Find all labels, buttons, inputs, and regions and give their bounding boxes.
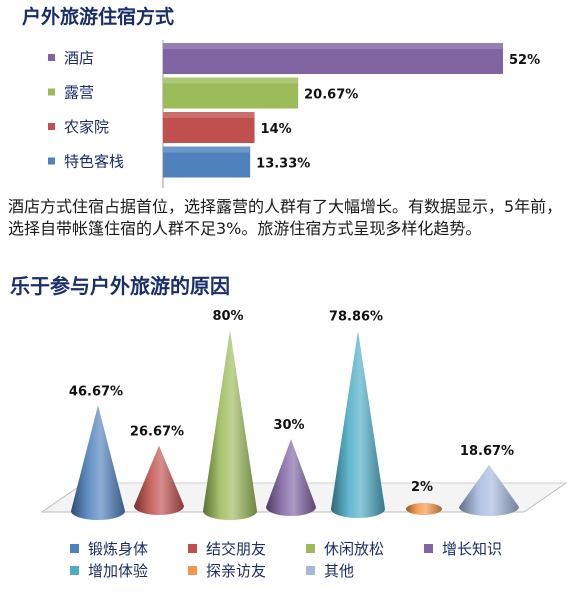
legend-label: 增加体验 (88, 562, 149, 580)
cone (331, 330, 385, 518)
cone (71, 405, 125, 520)
chart2-title: 乐于参与户外旅游的原因 (10, 274, 230, 298)
legend-swatch (306, 544, 315, 553)
legend-label: 结交朋友 (206, 540, 267, 558)
legend-marker (48, 157, 55, 165)
data-label: 46.67% (69, 384, 123, 399)
cone (134, 445, 184, 515)
data-label: 30% (273, 418, 304, 433)
legend-label: 其他 (324, 562, 355, 580)
legend-label: 增长知识 (442, 540, 503, 558)
category-label: 农家院 (64, 118, 109, 136)
bar-highlight (163, 112, 255, 118)
bar-highlight (163, 43, 503, 49)
legend-label: 休闲放松 (324, 540, 385, 558)
data-label: 78.86% (329, 310, 383, 325)
legend-item: 休闲放松 (306, 538, 424, 560)
legend-swatch (188, 544, 197, 553)
legend-item: 探亲访友 (188, 560, 306, 582)
bar-highlight (163, 77, 299, 84)
legend-swatch (424, 544, 433, 553)
legend-item: 锻炼身体 (70, 538, 188, 560)
cone (266, 439, 316, 516)
legend-swatch (70, 544, 79, 553)
cone (459, 464, 519, 516)
description-text: 酒店方式住宿占据首位，选择露营的人群有了大幅增长。有数据显示，5年前，选择自带帐… (8, 197, 563, 238)
legend-label: 探亲访友 (206, 562, 267, 580)
legend-item: 增加体验 (70, 560, 188, 582)
chart1-title: 户外旅游住宿方式 (22, 6, 175, 28)
category-label: 露营 (64, 84, 94, 102)
reasons-chart: 46.67% 26.67% 80% 30% 78.86% 2% 18.67% (40, 309, 568, 520)
legend-item: 增长知识 (424, 538, 542, 560)
data-label: 26.67% (130, 425, 184, 440)
legend-swatch (306, 566, 315, 575)
legend-item: 其他 (306, 560, 424, 582)
legend-swatch (188, 566, 197, 575)
bar-highlight (163, 146, 251, 153)
data-label: 18.67% (460, 444, 514, 459)
legend-marker (48, 88, 55, 96)
legend-marker (48, 123, 55, 130)
data-label: 14% (261, 122, 292, 137)
legend-item: 结交朋友 (188, 538, 306, 560)
legend-swatch (70, 566, 79, 575)
cone (406, 503, 442, 515)
accommodation-chart: 酒店 52% 露营 20.67% 农家院 14% 特色客栈 13.33% (48, 40, 540, 188)
data-label: 80% (212, 309, 243, 324)
legend-label: 锻炼身体 (88, 540, 149, 558)
legend-marker (48, 54, 55, 61)
category-label: 特色客栈 (64, 153, 124, 171)
data-label: 52% (509, 53, 540, 68)
data-label: 20.67% (304, 88, 358, 103)
cone (203, 330, 257, 520)
data-label: 13.33% (256, 157, 310, 172)
category-label: 酒店 (64, 49, 94, 67)
reasons-legend: 锻炼身体 结交朋友 休闲放松 增长知识增加体验 探亲访友 其他 (70, 538, 570, 582)
data-label: 2% (411, 480, 433, 495)
